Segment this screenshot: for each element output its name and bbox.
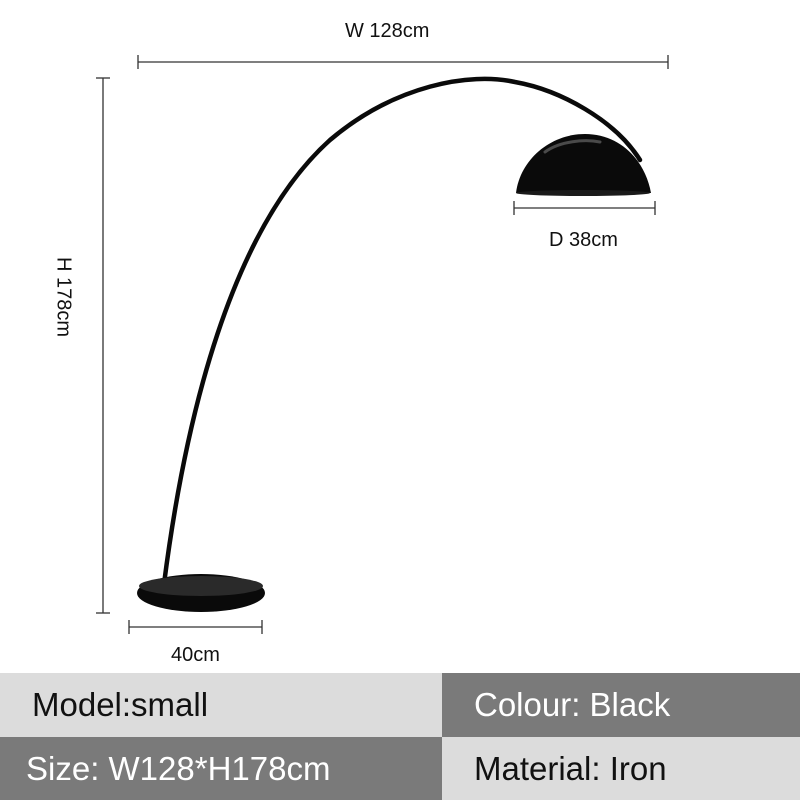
- base-dimension-line: [128, 620, 263, 634]
- lamp-base: [137, 574, 265, 612]
- height-label: H 178cm: [52, 256, 75, 338]
- shade-diameter-label: D 38cm: [549, 229, 618, 251]
- material-cell: Material: Iron: [442, 737, 800, 800]
- size-cell: Size: W128*H178cm: [0, 737, 442, 800]
- spec-table: Model:small Colour: Black Size: W128*H17…: [0, 673, 800, 800]
- colour-cell: Colour: Black: [442, 673, 800, 737]
- width-dimension-line: [137, 55, 669, 69]
- shade-dimension-line: [513, 201, 656, 215]
- lamp-arc: [161, 76, 643, 587]
- height-dimension-line: [96, 77, 110, 614]
- width-label: W 128cm: [345, 20, 430, 42]
- lamp-dimension-diagram: [96, 55, 669, 634]
- lamp-shade: [516, 134, 651, 196]
- model-cell: Model:small: [0, 673, 442, 737]
- base-diameter-label: 40cm: [171, 644, 220, 666]
